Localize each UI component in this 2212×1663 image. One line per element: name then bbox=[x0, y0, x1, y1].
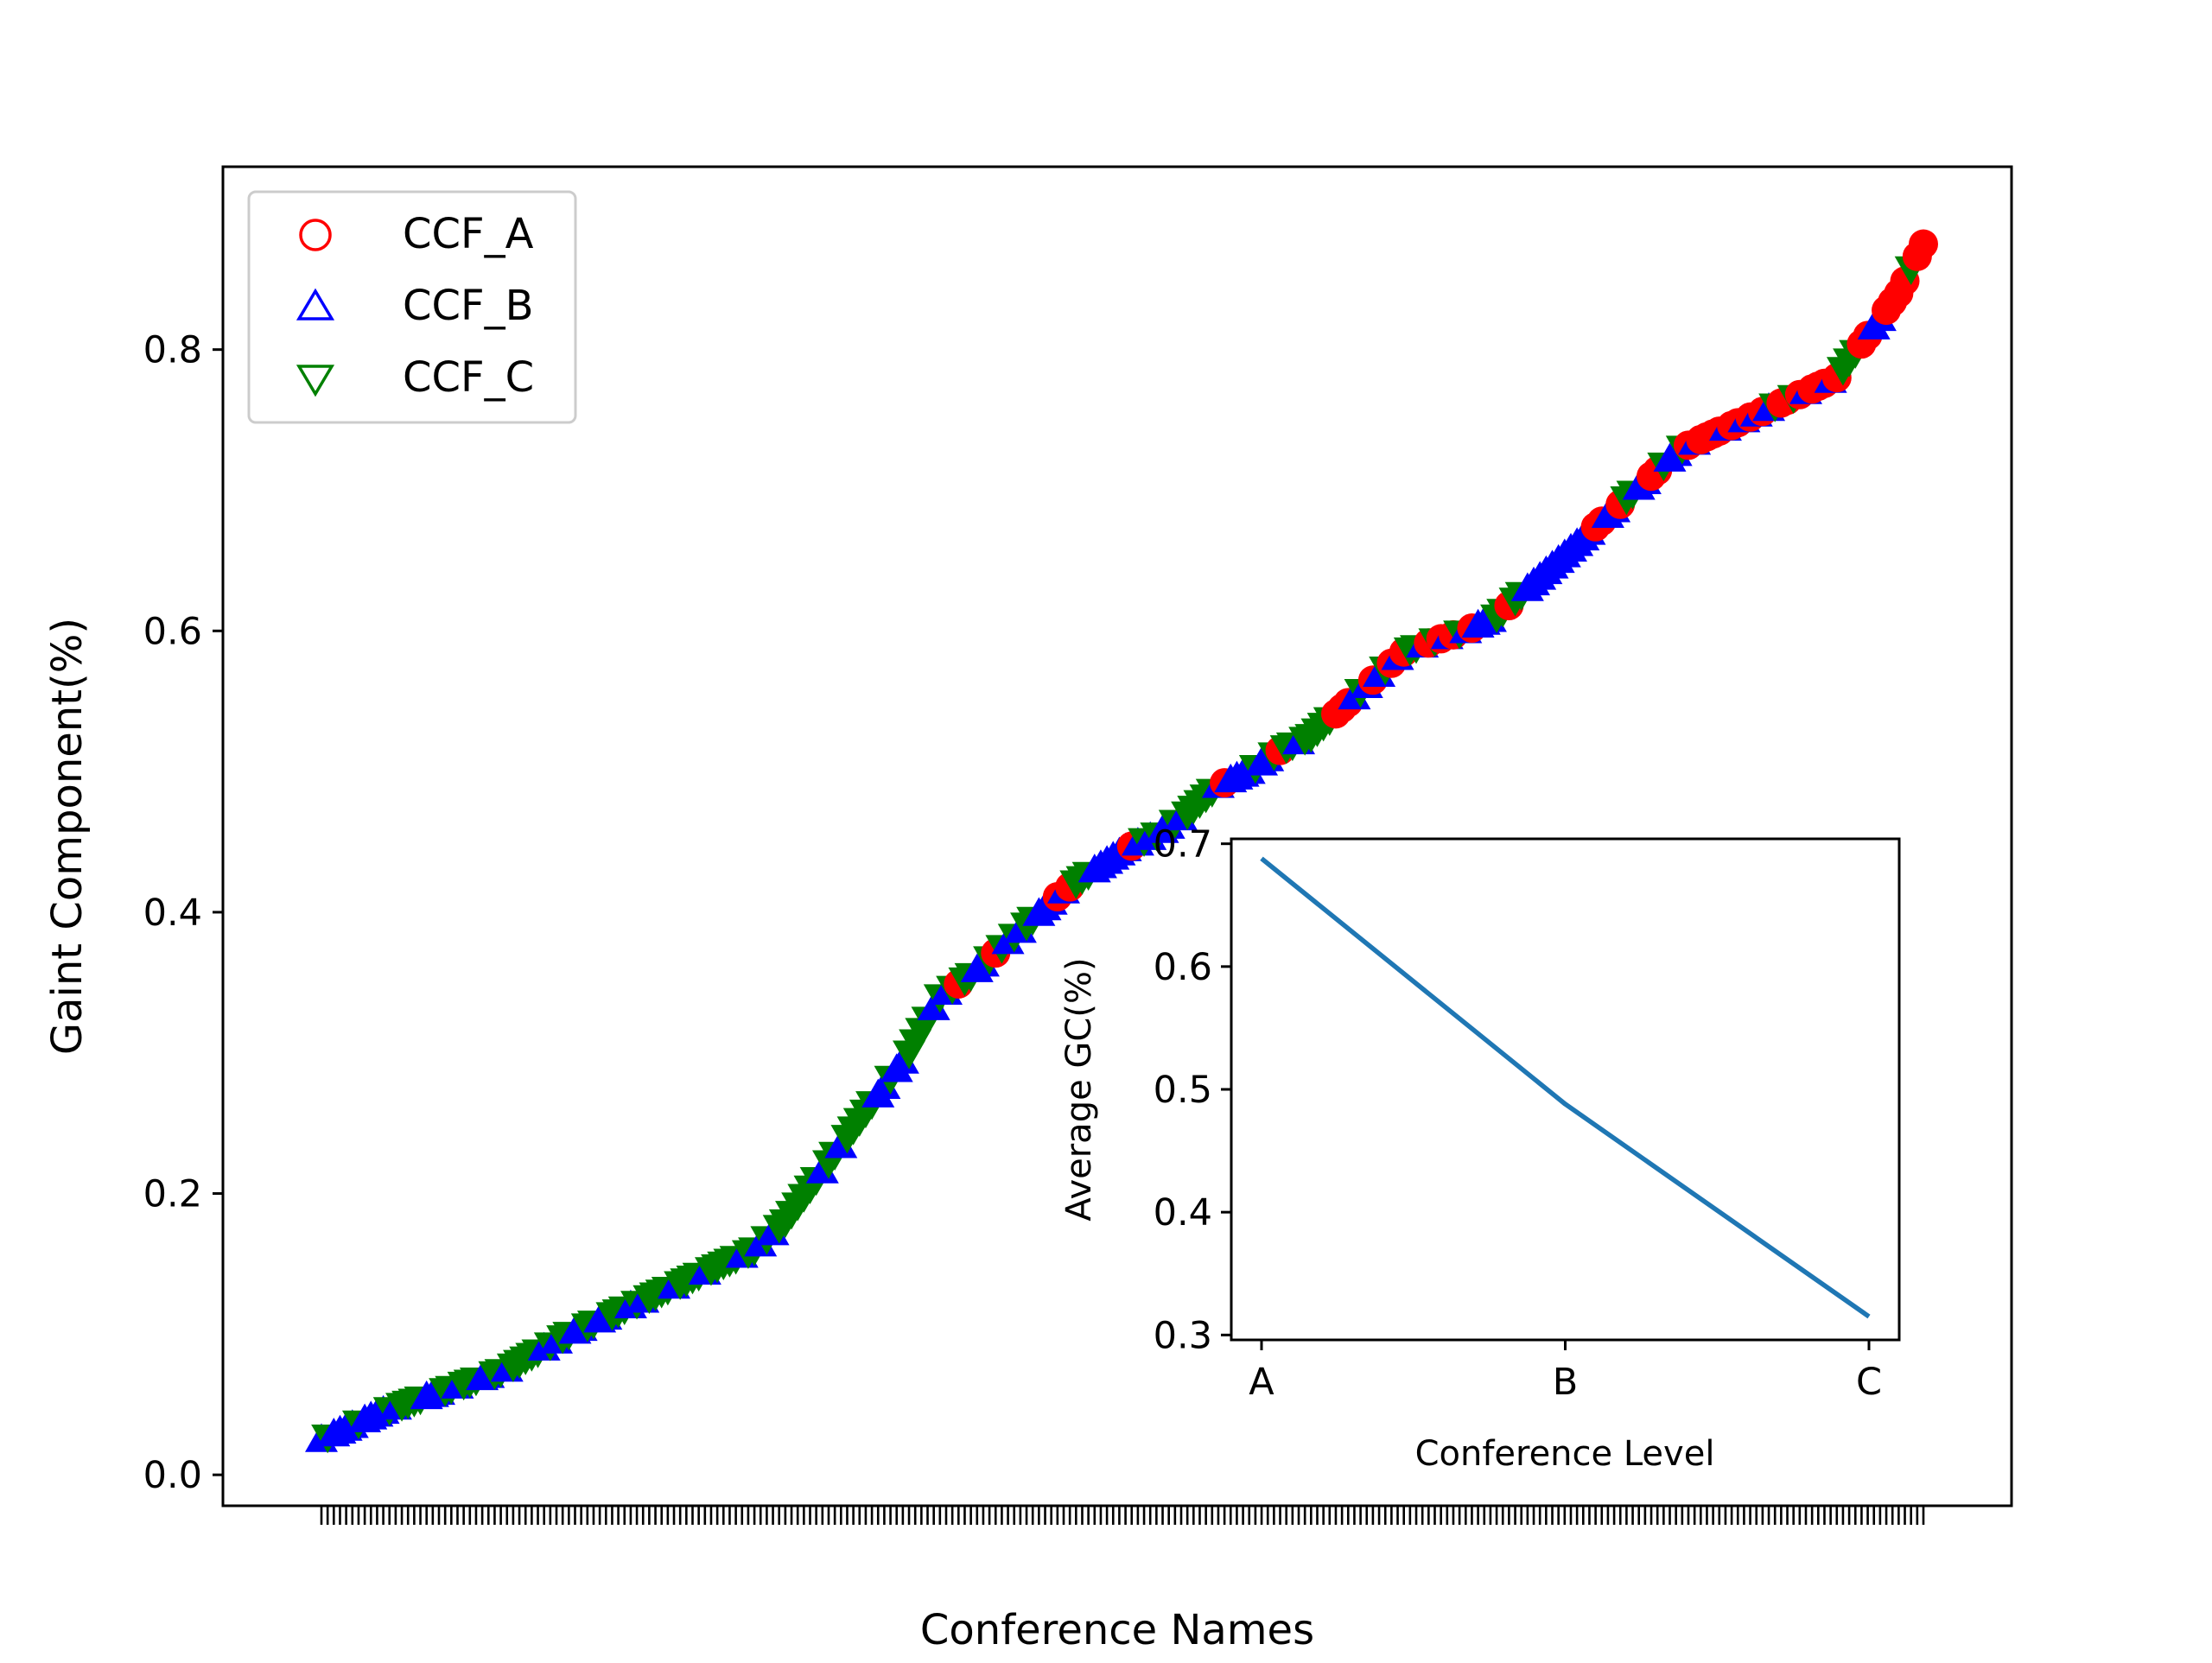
main-y-axis-label: Gaint Component(%) bbox=[43, 618, 92, 1055]
point-ccf-a-259 bbox=[1909, 229, 1938, 259]
inset-y-tick-label-1: 0.4 bbox=[1154, 1191, 1212, 1235]
point-ccf-b-84 bbox=[824, 1129, 858, 1158]
legend-label-ccf-a: CCF_A bbox=[403, 210, 534, 258]
legend-marker-ccf-b bbox=[296, 288, 335, 321]
main-y-ticks: 0.0 0.2 0.4 0.6 0.8 bbox=[143, 329, 223, 1497]
legend-marker-ccf-c bbox=[296, 365, 335, 397]
main-scatter-points bbox=[305, 229, 1938, 1454]
main-x-ticks bbox=[320, 1506, 1925, 1525]
inset-plot-frame bbox=[1230, 837, 1901, 1342]
inset-x-tick-label-2: C bbox=[1856, 1361, 1882, 1404]
main-y-tick-label-2: 0.4 bbox=[143, 892, 202, 935]
inset-y-axis-label: Average GC(%) bbox=[1059, 957, 1099, 1221]
inset-y-tick-label-2: 0.5 bbox=[1154, 1069, 1212, 1112]
point-ccf-b-99 bbox=[917, 991, 950, 1020]
point-ccf-b-94 bbox=[886, 1044, 919, 1074]
inset-x-tick-label-1: B bbox=[1553, 1361, 1579, 1404]
inset-y-tick-label-0: 0.3 bbox=[1154, 1314, 1212, 1357]
inset-y-ticks: 0.3 0.4 0.5 0.6 0.7 bbox=[1154, 823, 1231, 1357]
legend-label-ccf-c: CCF_C bbox=[403, 353, 534, 402]
inset-x-axis-label: Conference Level bbox=[1415, 1434, 1715, 1474]
inset-y-tick-label-3: 0.6 bbox=[1154, 946, 1212, 989]
main-x-axis-label: Conference Names bbox=[920, 1606, 1314, 1654]
inset-x-ticks: A B C bbox=[1249, 1340, 1882, 1404]
inset-x-tick-label-0: A bbox=[1249, 1361, 1274, 1404]
main-plot-frame bbox=[221, 165, 2013, 1507]
legend: CCF_A CCF_B CCF_C bbox=[247, 190, 577, 424]
main-y-tick-label-0: 0.0 bbox=[143, 1454, 202, 1497]
legend-label-ccf-b: CCF_B bbox=[403, 282, 534, 330]
main-y-tick-label-1: 0.2 bbox=[143, 1173, 202, 1216]
legend-marker-ccf-a bbox=[299, 219, 332, 251]
point-ccf-b-81 bbox=[805, 1154, 839, 1184]
inset-series-line bbox=[1260, 856, 1871, 1319]
inset-plot: 0.3 0.4 0.5 0.6 0.7 A B C Conference Level Ave… bbox=[1059, 823, 1901, 1474]
inset-y-tick-label-4: 0.7 bbox=[1154, 823, 1212, 866]
main-y-tick-label-4: 0.8 bbox=[143, 329, 202, 372]
point-ccf-b-91 bbox=[868, 1070, 901, 1100]
main-y-tick-label-3: 0.6 bbox=[143, 610, 202, 653]
